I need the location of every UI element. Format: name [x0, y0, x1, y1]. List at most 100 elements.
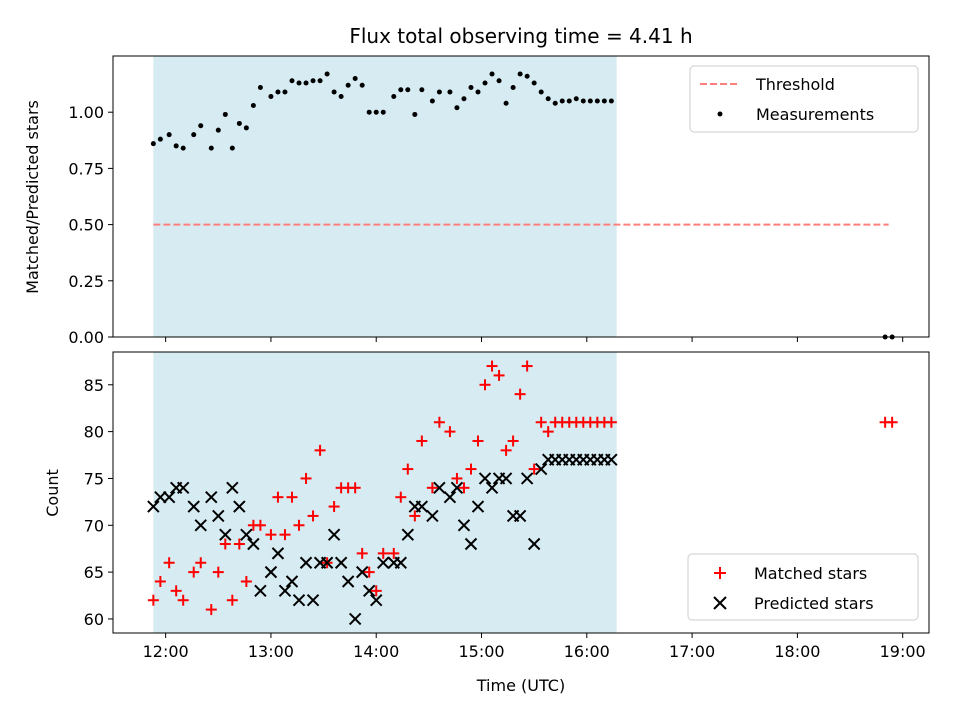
predicted-x-point-1-23	[320, 556, 334, 569]
bottom-ylabel: Count	[43, 469, 62, 517]
predicted-x-point-1-21	[306, 594, 320, 607]
predicted-x-point-1-10	[226, 481, 239, 495]
bot-ytick-label-2: 70	[84, 516, 104, 535]
predicted-x-point-1-0	[147, 500, 160, 513]
predicted-x-point-1-31	[377, 556, 390, 569]
measurement-dot-point-0-16	[275, 89, 281, 95]
measurement-dot-point-0-48	[510, 84, 516, 90]
measurement-dot-point-0-30	[373, 109, 379, 115]
predicted-x-point-1-36	[415, 500, 429, 513]
measurement-dot-point-0-46	[496, 78, 502, 84]
measurement-dot-point-0-36	[419, 87, 425, 93]
measurement-dot-point-0-2	[166, 132, 172, 138]
legend-predicted-swatch	[713, 596, 727, 610]
top-ytick-label-1: 0.25	[68, 272, 104, 291]
top-ytick-label-3: 0.75	[68, 159, 104, 178]
matched-plus-point-0-11	[233, 538, 245, 550]
measurement-dot-point-0-5	[191, 132, 197, 138]
matched-plus-point-0-28	[356, 547, 368, 559]
measurement-dot-point-0-26	[345, 82, 351, 88]
measurement-dot-point-0-7	[208, 145, 214, 151]
measurement-dot-point-0-52	[538, 89, 544, 95]
measurement-dot-point-0-21	[310, 78, 316, 84]
matched-plus-point-0-12	[240, 575, 252, 587]
matched-plus-point-0-6	[195, 557, 207, 569]
measurement-dot-point-0-51	[531, 80, 537, 86]
top-ylabel: Matched/Predicted stars	[23, 100, 42, 294]
measurement-dot-point-0-15	[268, 93, 274, 99]
measurement-dot-point-0-57	[573, 96, 579, 102]
measurement-dot-point-0-53	[545, 96, 551, 102]
matched-plus-point-0-14	[254, 519, 266, 531]
measurement-dot-point-0-43	[475, 89, 481, 95]
matched-plus-point-0-10	[226, 594, 238, 606]
measurement-dot-point-0-19	[296, 80, 302, 86]
predicted-x-point-1-2	[162, 490, 176, 504]
legend-matched-label: Matched stars	[754, 564, 867, 583]
measurement-dot-point-0-14	[257, 84, 263, 90]
predicted-x-point-1-45	[485, 481, 499, 495]
bottom-axes-frame	[112, 351, 930, 634]
measurement-dot-point-0-56	[566, 98, 572, 104]
predicted-x-point-1-47	[499, 472, 513, 485]
matched-plus-point-0-16	[272, 491, 284, 503]
legend-predicted-label: Predicted stars	[754, 594, 874, 613]
matched-plus-point-0-30	[370, 585, 382, 597]
chart-title: Flux total observing time = 4.41 h	[349, 24, 692, 48]
predicted-x-point-1-50	[520, 472, 534, 485]
predicted-x-point-1-8	[212, 509, 225, 523]
measurement-dot-point-0-40	[454, 105, 460, 111]
matched-plus-point-0-37	[426, 482, 438, 494]
predicted-x-point-1-42	[464, 537, 478, 551]
matched-plus-point-0-44	[479, 379, 491, 391]
measurement-dot-point-0-11	[236, 120, 242, 126]
measurement-dot-point-0-3	[173, 143, 179, 149]
predicted-x-point-1-19	[292, 594, 306, 607]
matched-plus-point-0-9	[219, 538, 231, 550]
matched-plus-point-0-20	[300, 472, 312, 484]
measurement-dot-point-0-54	[552, 100, 558, 106]
predicted-x-point-1-6	[194, 519, 207, 532]
matched-plus-point-0-35	[409, 510, 421, 522]
predicted-x-point-1-41	[457, 519, 471, 532]
measurement-dot-point-0-37	[429, 98, 435, 104]
predicted-x-point-1-17	[278, 584, 292, 598]
measurement-dot-point-0-58	[580, 98, 586, 104]
top-ytick-label-2: 0.50	[68, 216, 104, 235]
predicted-x-point-1-30	[370, 594, 383, 607]
bot-xtick-label-7: 19:00	[880, 642, 926, 661]
measurement-dot-point-0-62	[608, 98, 614, 104]
matched-plus-point-0-40	[451, 472, 463, 484]
measurement-dot-point-0-20	[303, 80, 309, 86]
predicted-x-point-1-9	[219, 528, 232, 541]
matched-plus-point-0-1	[154, 575, 166, 587]
matched-plus-point-0-32	[388, 547, 400, 559]
matched-plus-point-0-42	[465, 463, 477, 475]
matched-plus-point-0-22	[314, 444, 326, 456]
predicted-x-point-1-16	[271, 547, 285, 560]
predicted-x-point-1-12	[240, 528, 253, 541]
measurement-dot-point-0-45	[489, 71, 495, 77]
bot-ytick-label-3: 75	[84, 469, 104, 488]
predicted-x-point-1-49	[513, 509, 527, 523]
matched-plus-point-0-3	[170, 585, 182, 597]
bot-xtick-label-0: 12:00	[143, 642, 189, 661]
matched-plus-point-0-19	[293, 519, 305, 531]
bottom-panel: 60 65 70 75 80 85 12:00 13:00 14:00 15:00 16:00 17…	[43, 351, 930, 695]
matched-plus-point-0-21	[307, 510, 319, 522]
predicted-x-point-1-26	[341, 575, 355, 588]
matched-plus-point-0-0	[147, 594, 159, 606]
matched-plus-point-0-38	[433, 416, 445, 428]
predicted-x-point-1-39	[443, 490, 457, 504]
measurement-dot-point-0-29	[366, 109, 372, 115]
predicted-x-point-1-40	[450, 481, 464, 495]
top-ytick-label-0: 0.00	[68, 328, 104, 347]
matched-plus-point-0-47	[500, 444, 512, 456]
predicted-x-point-1-14	[254, 584, 267, 598]
bot-ytick-label-0: 60	[84, 610, 104, 629]
bot-xtick-label-1: 13:00	[248, 642, 294, 661]
predicted-x-point-1-43	[471, 500, 485, 513]
predicted-x-point-1-7	[205, 490, 218, 504]
measurement-dot-point-0-23	[324, 71, 330, 77]
top-ytick-label-4: 1.00	[68, 103, 104, 122]
